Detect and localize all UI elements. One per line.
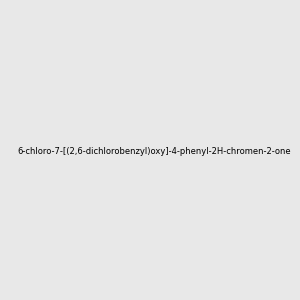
Text: 6-chloro-7-[(2,6-dichlorobenzyl)oxy]-4-phenyl-2H-chromen-2-one: 6-chloro-7-[(2,6-dichlorobenzyl)oxy]-4-p… <box>17 147 291 156</box>
